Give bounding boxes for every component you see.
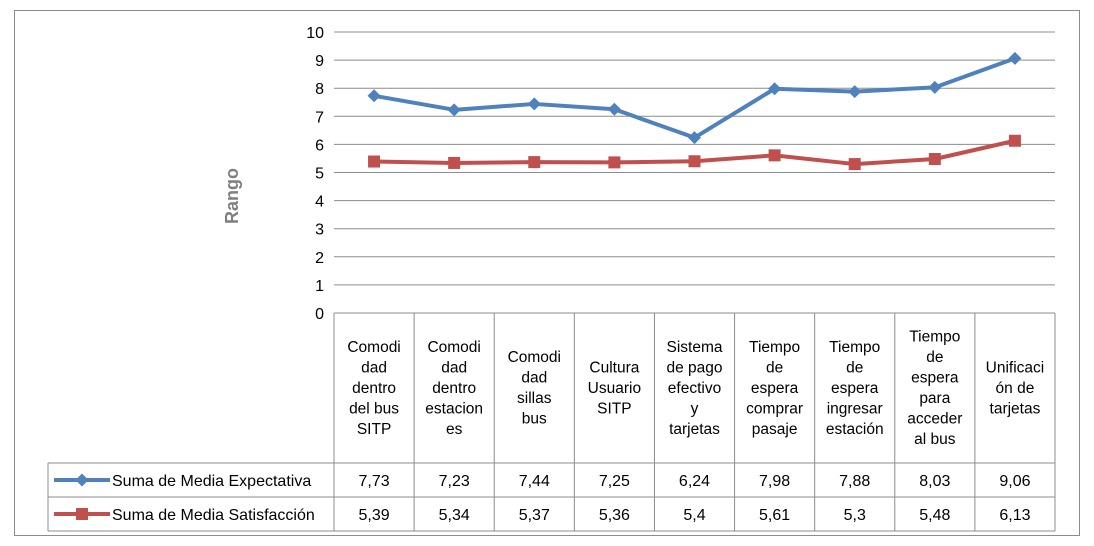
category-label: Comodi dad sillas bus <box>508 349 561 428</box>
y-tick-label: 2 <box>315 250 324 267</box>
y-tick-label: 7 <box>315 109 324 126</box>
data-value-label: 7,73 <box>358 473 389 490</box>
data-value-label: 5,3 <box>844 507 866 524</box>
data-point <box>608 156 621 169</box>
y-tick-label: 8 <box>315 81 324 98</box>
data-point <box>928 80 942 94</box>
category-label: Tiempo de espera comprar pasaje <box>746 339 803 438</box>
data-value-label: 5,4 <box>683 507 705 524</box>
data-point <box>848 85 862 99</box>
data-value-label: 5,48 <box>919 507 950 524</box>
y-tick-label: 4 <box>315 194 324 211</box>
y-axis-title: Rango <box>222 168 242 224</box>
data-value-label: 5,61 <box>759 507 790 524</box>
data-point <box>928 153 941 166</box>
category-label: Comodi dad dentro estacion es <box>425 339 483 438</box>
data-value-label: 5,34 <box>439 507 470 524</box>
data-point <box>448 156 461 169</box>
category-label: Tiempo de espera ingresar estación <box>826 339 884 438</box>
data-value-label: 8,03 <box>919 473 950 490</box>
category-label: Tiempo de espera para acceder al bus <box>907 329 962 449</box>
data-point <box>768 149 781 162</box>
y-tick-label: 10 <box>306 25 324 42</box>
legend-key-marker <box>75 473 89 487</box>
line-chart: 0 1 2 3 4 5 6 7 8 9 10 Rango Comodi dad dentro del bu… <box>47 25 1056 532</box>
y-tick-label: 1 <box>315 278 324 295</box>
series-lines <box>367 51 1022 171</box>
data-point <box>368 155 381 168</box>
legend-key-marker <box>76 508 88 520</box>
y-tick-label: 6 <box>315 137 324 154</box>
y-tick-labels: 0 1 2 3 4 5 6 7 8 9 10 <box>306 25 324 323</box>
data-value-label: 7,88 <box>839 473 870 490</box>
data-value-label: 7,25 <box>599 473 630 490</box>
data-point <box>528 156 541 169</box>
data-point <box>367 89 381 103</box>
category-label: Cultura Usuario SITP <box>588 359 641 417</box>
data-value-label: 7,23 <box>439 473 470 490</box>
y-tick-label: 5 <box>315 166 324 183</box>
gridlines <box>334 31 1055 314</box>
chart-frame: 0 1 2 3 4 5 6 7 8 9 10 Rango Comodi dad dentro del bu… <box>14 10 1080 536</box>
data-point <box>447 103 461 117</box>
data-point <box>768 82 782 96</box>
category-label: Unificaci ón de tarjetas <box>986 359 1045 417</box>
data-point <box>607 102 621 116</box>
data-value-label: 7,98 <box>759 473 790 490</box>
data-point <box>688 155 701 168</box>
data-point <box>527 97 541 111</box>
y-tick-label: 0 <box>315 306 324 323</box>
category-label: Sistema de pago efectivo y tarjetas <box>666 339 722 438</box>
series-line <box>372 56 1017 140</box>
legend-label: Suma de Media Satisfacción <box>112 507 315 524</box>
data-point <box>688 131 701 145</box>
legend-label: Suma de Media Expectativa <box>112 473 311 490</box>
data-point <box>1008 134 1021 147</box>
y-tick-label: 3 <box>315 222 324 239</box>
category-label: Comodi dad dentro del bus SITP <box>347 339 400 438</box>
data-value-label: 5,39 <box>358 507 389 524</box>
data-table: Comodi dad dentro del bus SITP Comodi dad dentr… <box>47 313 1056 532</box>
data-value-label: 5,36 <box>599 507 630 524</box>
data-point <box>848 158 861 171</box>
data-value-label: 5,37 <box>519 507 550 524</box>
data-value-label: 6,24 <box>679 473 710 490</box>
data-value-label: 6,13 <box>999 507 1030 524</box>
data-value-label: 7,44 <box>519 473 550 490</box>
data-value-label: 9,06 <box>999 473 1030 490</box>
y-tick-label: 9 <box>315 53 324 70</box>
data-point <box>1008 51 1022 65</box>
